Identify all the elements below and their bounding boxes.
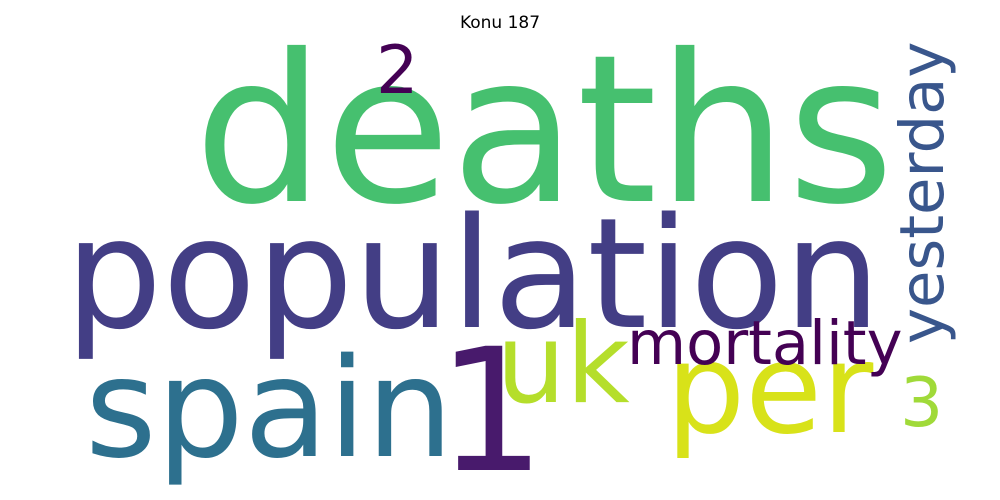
word-1: 1 (437, 313, 546, 500)
word-yesterday: yesterday (887, 41, 958, 344)
word-spain: spain (85, 329, 454, 489)
word-deaths: deaths (194, 11, 895, 250)
chart-title: Konu 187 (459, 13, 541, 33)
word-mortality: mortality (627, 309, 903, 379)
word-2: 2 (376, 31, 419, 109)
word-per: per (666, 317, 874, 462)
word-population: population (65, 186, 881, 364)
word-uk: uk (496, 300, 630, 428)
word-3: 3 (900, 364, 944, 443)
